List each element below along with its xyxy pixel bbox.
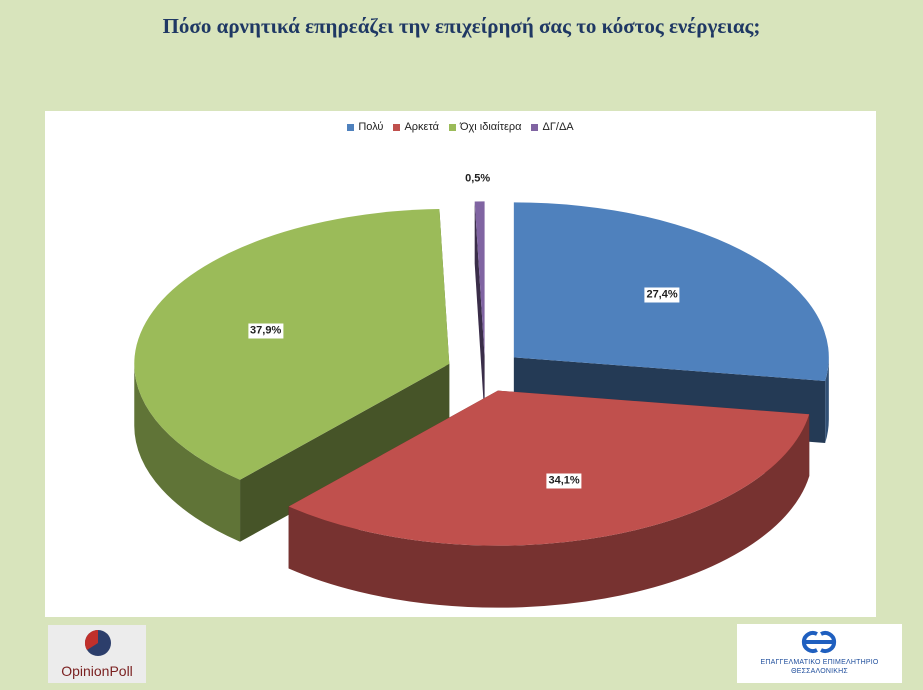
pie-slice-3 [474, 201, 485, 357]
legend-item: Αρκετά [393, 121, 439, 133]
chart-title: Πόσο αρνητικά επηρεάζει την επιχείρησή σ… [162, 14, 761, 38]
data-label: 37,9% [248, 323, 284, 339]
chamber-text-line1: ΕΠΑΓΓΕΛΜΑΤΙΚΟ ΕΠΙΜΕΛΗΤΗΡΙΟ [760, 659, 879, 666]
pie-slice-wall [240, 363, 450, 542]
chamber-logo: ΕΠΑΓΓΕΛΜΑΤΙΚΟ ΕΠΙΜΕΛΗΤΗΡΙΟ ΘΕΣΣΑΛΟΝΙΚΗΣ [737, 624, 902, 683]
chamber-text: ΕΠΑΓΓΕΛΜΑΤΙΚΟ ΕΠΙΜΕΛΗΤΗΡΙΟ ΘΕΣΣΑΛΟΝΙΚΗΣ [737, 658, 902, 676]
legend-swatch [449, 123, 456, 131]
legend-swatch [393, 123, 401, 131]
chamber-mark-icon [801, 631, 837, 653]
legend-item: ΔΓ/ΔΑ [531, 121, 574, 133]
pie-slice-2 [134, 208, 450, 480]
opinionpoll-logo: OpinionPoll [48, 625, 146, 683]
legend-label: Αρκετά [404, 121, 439, 133]
legend-item: Όχι ιδιαίτερα [449, 121, 521, 133]
pie-slice-side [825, 357, 829, 443]
pie-chart [134, 201, 829, 608]
pie-slice-side [288, 414, 810, 608]
pie-slice-side [134, 363, 241, 542]
pie-slice-1 [288, 390, 810, 546]
opinionpoll-text: OpinionPoll [61, 663, 133, 679]
legend-label: Όχι ιδιαίτερα [460, 121, 522, 133]
data-label: 0,5% [465, 172, 491, 185]
legend-swatch [347, 123, 355, 131]
legend-item: Πολύ [347, 121, 383, 133]
legend-label: Πολύ [358, 121, 384, 133]
data-label: 34,1% [546, 473, 582, 489]
legend: Πολύ Αρκετά Όχι ιδιαίτερα ΔΓ/ΔΑ [45, 121, 876, 133]
data-label: 27,4% [644, 287, 680, 303]
opinionpoll-circle-icon [84, 629, 111, 656]
pie-slice-wall [474, 201, 485, 419]
legend-label: ΔΓ/ΔΑ [542, 121, 574, 133]
legend-swatch [531, 123, 539, 131]
chamber-text-line2: ΘΕΣΣΑΛΟΝΙΚΗΣ [791, 668, 848, 675]
chart-area: Πολύ Αρκετά Όχι ιδιαίτερα ΔΓ/ΔΑ 27,4% 34,1% 3… [45, 111, 876, 617]
